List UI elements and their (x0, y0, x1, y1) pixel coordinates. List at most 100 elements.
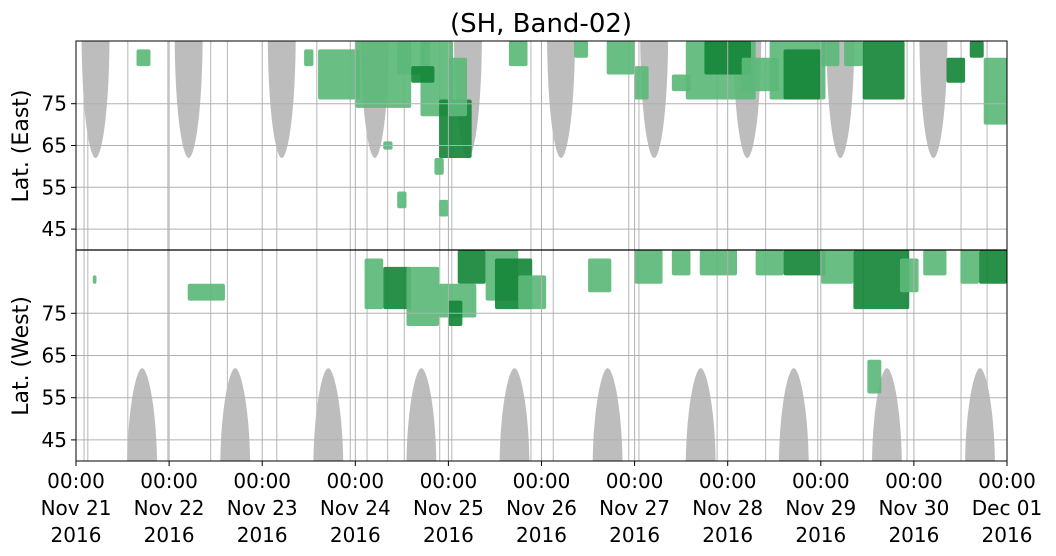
x-tick-label: 00:00 (792, 469, 850, 493)
no-data-column (349, 41, 351, 461)
occurrence-patch (853, 250, 910, 310)
x-tick-label: 2016 (51, 523, 102, 547)
x-tick-label: Nov 29 (785, 496, 856, 520)
x-tick-label: 2016 (423, 523, 474, 547)
y-tick-label: 75 (42, 301, 67, 325)
occurrence-patch (606, 41, 635, 75)
occurrence-patch (457, 250, 486, 284)
x-tick-label: 00:00 (47, 469, 105, 493)
no-data-lobe-east (174, 41, 203, 159)
x-tick-label: 00:00 (140, 469, 198, 493)
occurrence-patch (946, 57, 966, 83)
x-tick-label: Nov 28 (692, 496, 763, 520)
no-data-column (451, 41, 453, 461)
no-data-column (386, 41, 389, 461)
no-data-column (167, 41, 169, 461)
occurrence-patch (304, 49, 314, 67)
x-tick-label: Nov 21 (41, 496, 112, 520)
x-tick-label: 2016 (795, 523, 846, 547)
occurrence-patch (820, 41, 840, 67)
occurrence-patch (960, 250, 980, 284)
no-data-column (403, 41, 405, 461)
x-tick-label: 2016 (237, 523, 288, 547)
occurrence-patch (318, 49, 360, 100)
y-axis-label-east: Lat. (East) (9, 90, 34, 203)
occurrence-patch (844, 41, 863, 67)
no-data-lobe-west (313, 368, 344, 461)
occurrence-patch (355, 41, 412, 108)
occurrence-patch (92, 275, 97, 284)
no-data-lobe-west (685, 368, 716, 461)
occurrence-patch (448, 57, 468, 117)
y-axis-label-west: Lat. (West) (9, 296, 34, 416)
occurrence-patch (983, 57, 1007, 125)
x-tick-label: 2016 (609, 523, 660, 547)
occurrence-patch (588, 258, 612, 293)
no-data-lobe-west (127, 368, 157, 461)
occurrence-patch (820, 250, 854, 284)
no-data-column (366, 41, 368, 461)
occurrence-patch (411, 66, 435, 83)
occurrence-patch (518, 275, 547, 310)
occurrence-patch (364, 258, 384, 310)
y-tick-label: 55 (42, 175, 67, 199)
no-data-lobe-west (220, 368, 251, 461)
x-tick-label: 00:00 (699, 469, 757, 493)
occurrence-patch (136, 49, 151, 67)
x-tick-label: 00:00 (978, 469, 1036, 493)
occurrence-patch (862, 41, 905, 100)
no-data-column (276, 41, 278, 461)
x-tick-label: Nov 27 (599, 496, 670, 520)
y-tick-label: 65 (42, 344, 67, 368)
x-tick-label: 2016 (144, 523, 195, 547)
x-tick-label: Nov 30 (878, 496, 949, 520)
y-tick-label: 65 (42, 134, 67, 158)
y-tick-label: 45 (42, 217, 67, 241)
x-tick-label: 00:00 (885, 469, 943, 493)
no-data-column (530, 41, 532, 461)
x-tick-label: 2016 (330, 523, 381, 547)
axes: 45 55 65 75 75 65 55 45 00:00 Nov 21 2016 00:00 Nov … (41, 92, 1043, 547)
no-data-column (316, 41, 318, 461)
x-tick-label: Dec 01 (972, 496, 1043, 520)
no-data-lobe-east (267, 41, 296, 159)
x-tick-label: Nov 22 (134, 496, 205, 520)
x-tick-label: 00:00 (420, 469, 478, 493)
occurrence-patch (969, 41, 984, 58)
occurrence-patch (434, 158, 444, 175)
x-tick-label: 2016 (516, 523, 567, 547)
x-tick-label: 00:00 (606, 469, 664, 493)
x-tick-label: 00:00 (326, 469, 384, 493)
no-data-column (83, 41, 85, 461)
occurrence-patch (439, 199, 449, 217)
no-data-lobe-east (919, 41, 948, 159)
no-data-lobe-west (965, 368, 995, 461)
x-tick-label: 2016 (982, 523, 1033, 547)
no-data-column (628, 41, 630, 461)
x-tick-label: Nov 23 (227, 496, 298, 520)
no-data-column (552, 41, 554, 461)
occurrence-patch (783, 250, 826, 276)
occurrence-patch (755, 250, 784, 276)
occurrence-patch (383, 266, 412, 310)
no-data-lobe-west (778, 368, 809, 461)
x-tick-label: 00:00 (233, 469, 291, 493)
occurrence-patch (406, 266, 440, 326)
occurrence-patch (634, 250, 663, 284)
chart-title: (SH, Band-02) (450, 9, 632, 39)
occurrence-patch (671, 250, 691, 276)
y-tick-label: 45 (42, 428, 67, 452)
no-data-column (439, 41, 441, 461)
occurrence-patch (397, 191, 407, 209)
occurrence-patch (508, 41, 528, 67)
x-tick-label: 2016 (702, 523, 753, 547)
occurrence-patch (979, 250, 1007, 284)
no-data-column (127, 41, 129, 461)
x-tick-label: Nov 25 (413, 496, 484, 520)
occurrence-patch (187, 283, 225, 301)
x-tick-label: 2016 (888, 523, 939, 547)
occurrence-patch (867, 359, 882, 394)
no-data-lobe-east (81, 41, 110, 159)
no-data-lobe-east (547, 41, 576, 159)
